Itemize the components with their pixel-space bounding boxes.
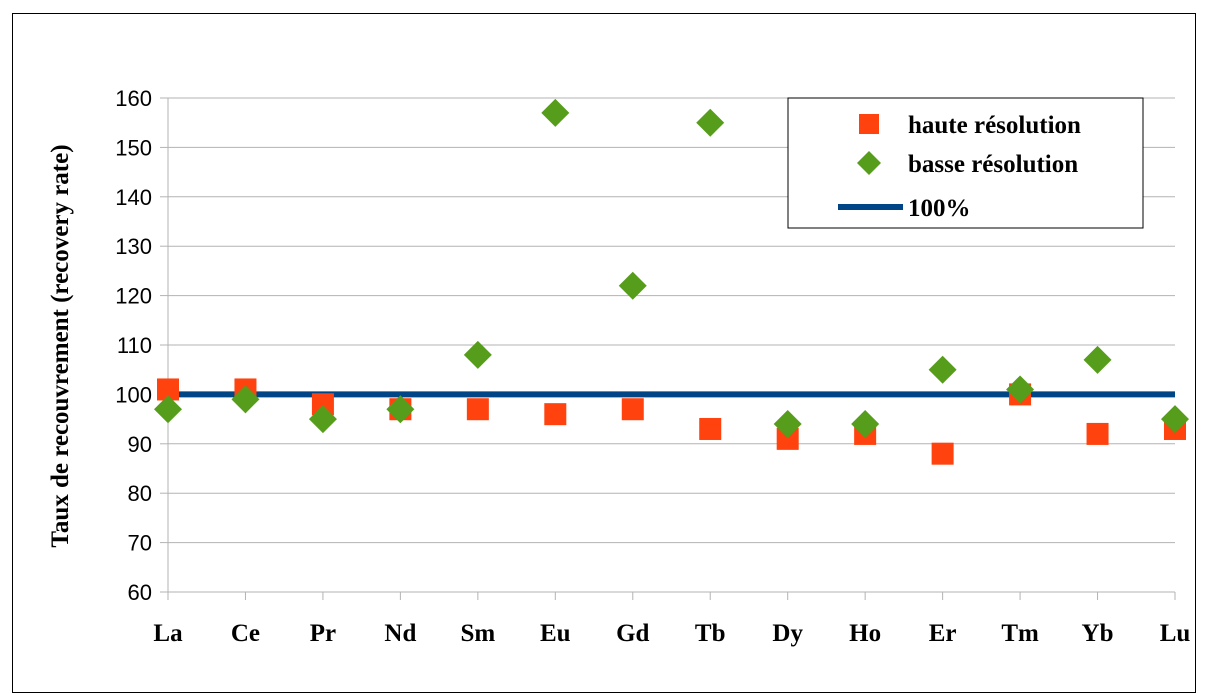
y-tick-label: 130 bbox=[115, 234, 152, 259]
y-tick-labels: 60 70 80 90 100 110 120 130 140 150 160 bbox=[115, 86, 152, 605]
y-tick-label: 60 bbox=[128, 580, 152, 605]
square-point bbox=[1086, 422, 1109, 445]
diamond-point bbox=[541, 98, 570, 127]
y-tick-label: 110 bbox=[117, 333, 152, 358]
axes bbox=[160, 97, 1176, 600]
legend-square-icon bbox=[859, 114, 879, 134]
legend-diamond-icon bbox=[857, 151, 881, 175]
square-point bbox=[544, 403, 567, 426]
legend-label-basse-resolution: basse résolution bbox=[908, 151, 1078, 178]
x-tick-label: Lu bbox=[1160, 620, 1191, 647]
diamond-point bbox=[463, 340, 492, 369]
y-tick-label: 80 bbox=[128, 481, 152, 506]
x-tick-label: La bbox=[153, 620, 183, 647]
x-tick-labels: La Ce Pr Nd Sm Eu Gd Tb Dy Ho Er Tm Yb Lu bbox=[153, 620, 1190, 647]
x-tick-label: Sm bbox=[460, 620, 495, 647]
diamond-point bbox=[386, 395, 415, 424]
x-tick-label: Ce bbox=[231, 620, 260, 647]
y-tick-label: 90 bbox=[128, 432, 152, 457]
legend: haute résolution basse résolution 100% bbox=[787, 97, 1144, 229]
diamond-point bbox=[154, 395, 182, 424]
diamond-point bbox=[773, 410, 802, 439]
square-point bbox=[699, 417, 722, 440]
x-tick-label: Dy bbox=[772, 620, 803, 647]
legend-label-haute-resolution: haute résolution bbox=[908, 112, 1081, 139]
x-tick-label: Tb bbox=[695, 620, 726, 647]
x-tick-label: Gd bbox=[616, 620, 649, 647]
y-tick-label: 70 bbox=[128, 531, 152, 556]
series-basse-resolution bbox=[154, 98, 1189, 439]
diamond-point bbox=[1161, 405, 1189, 434]
square-point bbox=[466, 398, 489, 421]
square-point bbox=[776, 427, 799, 450]
square-point bbox=[311, 393, 334, 416]
square-point bbox=[157, 378, 179, 401]
x-tick-label: Eu bbox=[540, 620, 571, 647]
diamond-point bbox=[1083, 345, 1112, 374]
diamond-point bbox=[231, 385, 260, 414]
y-tick-label: 160 bbox=[115, 86, 152, 111]
gridlines bbox=[168, 97, 1175, 544]
y-tick-label: 140 bbox=[115, 185, 152, 210]
square-point bbox=[931, 442, 954, 465]
x-tick-label: Nd bbox=[384, 620, 416, 647]
x-tick-label: Tm bbox=[1001, 620, 1039, 647]
diamond-point bbox=[928, 355, 957, 384]
y-tick-label: 150 bbox=[115, 135, 152, 160]
y-axis-label: Taux de recouvrement (recovery rate) bbox=[47, 144, 74, 547]
y-tick-label: 100 bbox=[115, 382, 152, 407]
legend-label-100-percent: 100% bbox=[908, 195, 971, 222]
diamond-point bbox=[696, 108, 725, 137]
x-tick-label: Er bbox=[929, 620, 957, 647]
x-tick-label: Pr bbox=[310, 620, 336, 647]
diamond-point bbox=[851, 410, 880, 439]
diamond-point bbox=[308, 405, 337, 434]
x-tick-label: Yb bbox=[1082, 620, 1114, 647]
diamond-point bbox=[1006, 375, 1035, 404]
square-point bbox=[621, 398, 644, 421]
y-tick-label: 120 bbox=[115, 284, 152, 309]
diamond-point bbox=[618, 271, 647, 300]
x-tick-label: Ho bbox=[849, 620, 881, 647]
